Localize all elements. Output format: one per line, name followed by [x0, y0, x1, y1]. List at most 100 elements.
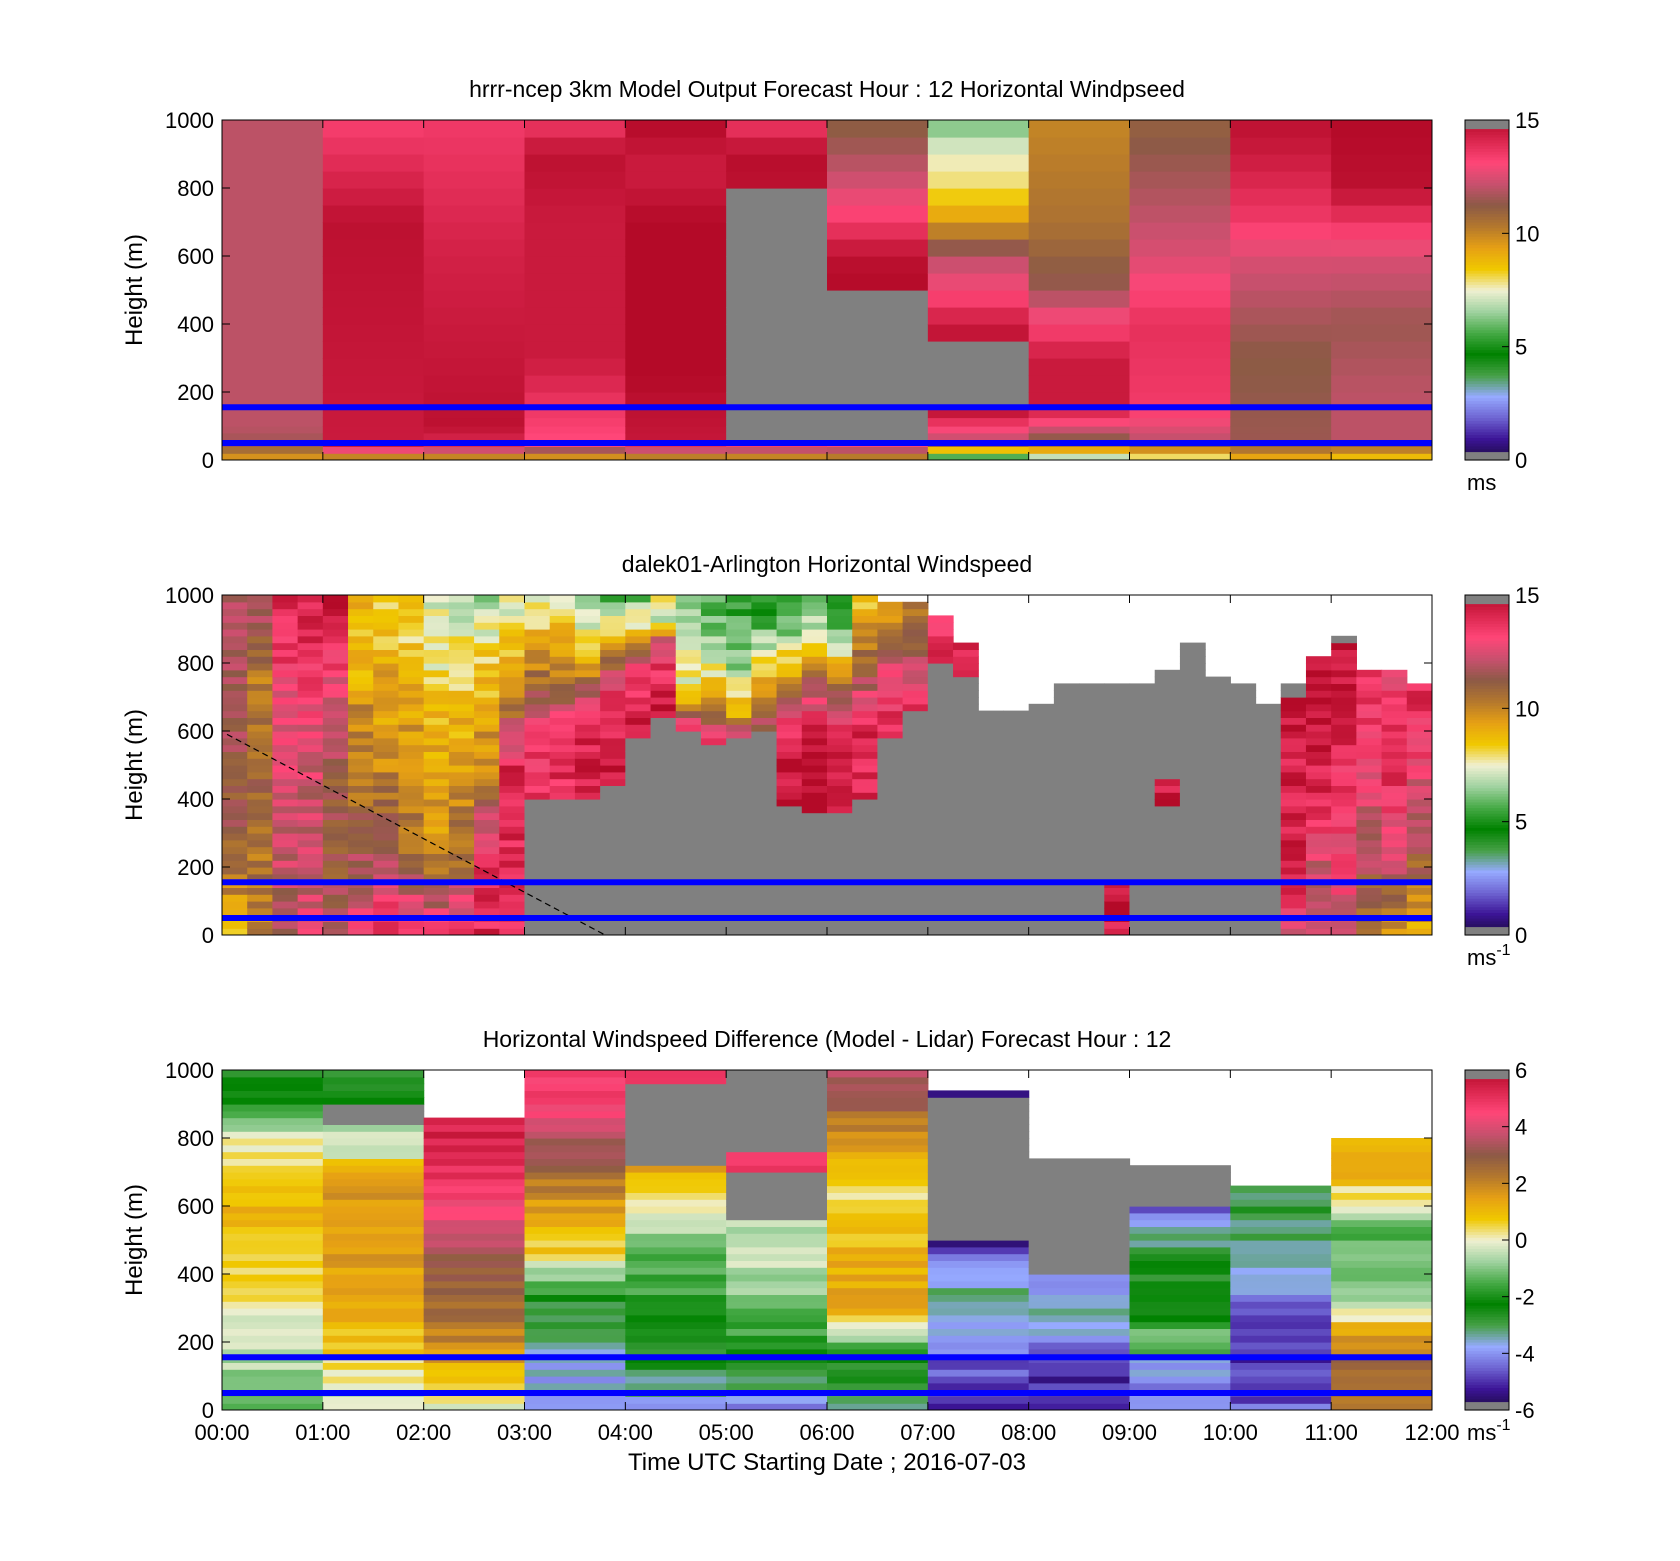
heatmap-cell — [625, 290, 727, 308]
heatmap-cell — [600, 663, 626, 671]
heatmap-cell — [1129, 1185, 1231, 1193]
heatmap-cell — [348, 907, 374, 916]
heatmap-cell — [474, 608, 500, 616]
x-tick-label: 12:00 — [1404, 1420, 1459, 1445]
heatmap-cell — [222, 703, 248, 712]
heatmap-cell — [549, 894, 576, 902]
heatmap-cell — [1230, 1192, 1332, 1200]
heatmap-cell — [373, 853, 400, 861]
heatmap-cell — [1028, 1219, 1131, 1227]
heatmap-cell — [322, 1076, 425, 1085]
heatmap-cell — [1028, 724, 1055, 732]
heatmap-cell — [726, 222, 828, 240]
heatmap-cell — [827, 432, 929, 441]
heatmap-cell — [1129, 1226, 1231, 1234]
heatmap-cell — [751, 846, 778, 854]
heatmap-cell — [1053, 805, 1080, 814]
heatmap-cell — [1255, 921, 1282, 929]
heatmap-cell — [1230, 453, 1332, 460]
heatmap-cell — [751, 676, 778, 684]
heatmap-cell — [1003, 785, 1030, 793]
heatmap-cell — [348, 785, 374, 793]
colorbar-segment — [1465, 711, 1509, 715]
heatmap-cell — [1331, 683, 1357, 691]
heatmap-cell — [574, 846, 601, 854]
colorbar-segment — [1465, 196, 1509, 200]
colorbar-segment — [1465, 1393, 1509, 1397]
heatmap-cell — [1129, 717, 1156, 725]
colorbar-segment — [1465, 1217, 1509, 1221]
heatmap-cell — [1331, 669, 1357, 678]
heatmap-cell — [927, 887, 954, 895]
heatmap-cell — [1028, 1185, 1131, 1193]
heatmap-cell — [524, 1097, 626, 1105]
heatmap-cell — [927, 1260, 1030, 1268]
heatmap-cell — [1053, 901, 1080, 909]
heatmap-cell — [1104, 703, 1131, 712]
colorbar-segment — [1465, 1316, 1509, 1320]
heatmap-cell — [902, 744, 929, 752]
colorbar-segment — [1465, 1356, 1509, 1360]
heatmap-cell — [751, 649, 778, 657]
heatmap-cell — [827, 1260, 929, 1268]
heatmap-cell — [423, 120, 526, 138]
heatmap-cell — [448, 799, 475, 807]
heatmap-cell — [1305, 907, 1332, 916]
heatmap-cell — [423, 853, 450, 861]
heatmap-cell — [474, 873, 500, 882]
heatmap-cell — [222, 446, 324, 454]
heatmap-cell — [373, 846, 400, 854]
heatmap-cell — [247, 656, 274, 664]
heatmap-cell — [827, 1328, 929, 1336]
heatmap-cell — [322, 608, 349, 616]
heatmap-cell — [474, 690, 500, 698]
heatmap-cell — [650, 894, 677, 902]
heatmap-cell — [1331, 1396, 1432, 1404]
heatmap-cell — [1280, 724, 1307, 732]
heatmap-cell — [474, 799, 500, 807]
heatmap-cell — [801, 901, 828, 909]
heatmap-cell — [1028, 1274, 1131, 1282]
heatmap-cell — [978, 894, 1005, 902]
colorbar-segment — [1465, 363, 1509, 368]
heatmap-cell — [348, 608, 374, 616]
heatmap-cell — [222, 1280, 324, 1289]
heatmap-cell — [1053, 690, 1080, 698]
heatmap-cell — [247, 765, 274, 773]
heatmap-cell — [423, 137, 526, 155]
heatmap-cell — [1028, 826, 1055, 834]
colorbar-segment — [1465, 1072, 1509, 1077]
heatmap-cell — [625, 1083, 727, 1091]
heatmap-cell — [1406, 853, 1432, 861]
heatmap-cell — [700, 792, 727, 800]
colorbar-segment — [1465, 224, 1509, 229]
heatmap-cell — [1331, 1185, 1432, 1193]
heatmap-cell — [852, 867, 879, 875]
heatmap-cell — [978, 812, 1005, 820]
heatmap-cell — [726, 1376, 828, 1384]
heatmap-cell — [1280, 867, 1307, 875]
heatmap-cell — [1406, 901, 1432, 909]
heatmap-cell — [1305, 765, 1332, 773]
heatmap-cell — [423, 188, 526, 206]
heatmap-cell — [751, 887, 778, 895]
heatmap-cell — [726, 1199, 828, 1207]
heatmap-cell — [423, 1226, 526, 1234]
heatmap-cell — [827, 1158, 929, 1166]
heatmap-cell — [1406, 799, 1432, 807]
heatmap-cell — [877, 717, 904, 725]
heatmap-cell — [625, 1178, 727, 1187]
heatmap-cell — [852, 799, 879, 807]
heatmap-cell — [625, 171, 727, 189]
heatmap-cell — [574, 595, 601, 603]
heatmap-cell — [398, 853, 425, 861]
heatmap-cell — [348, 737, 374, 746]
heatmap-cell — [625, 324, 727, 342]
heatmap-cell — [1079, 839, 1105, 848]
heatmap-cell — [423, 409, 526, 419]
heatmap-cell — [600, 887, 626, 895]
heatmap-cell — [524, 703, 551, 712]
heatmap-cell — [675, 724, 702, 732]
heatmap-cell — [978, 901, 1005, 909]
heatmap-cell — [927, 1246, 1030, 1255]
